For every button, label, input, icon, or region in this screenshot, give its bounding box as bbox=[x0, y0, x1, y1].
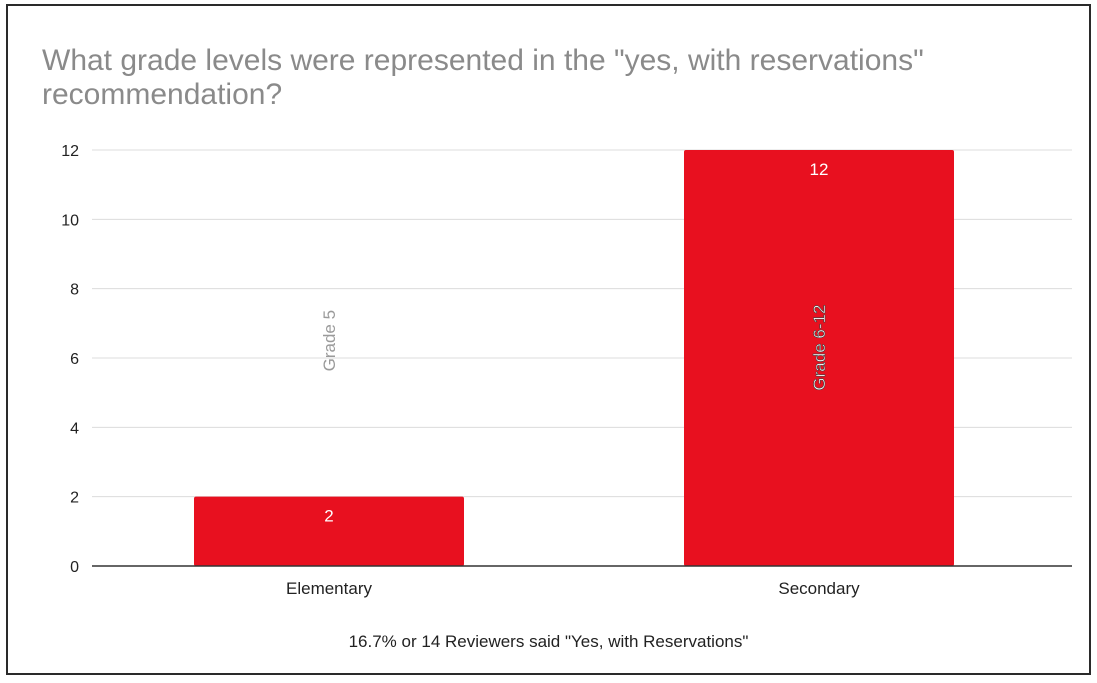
y-tick-label: 8 bbox=[70, 282, 79, 299]
bar-value-label: 12 bbox=[810, 160, 829, 179]
y-tick-label: 12 bbox=[61, 143, 79, 160]
bar-annotation-label: Grade 5 bbox=[320, 310, 339, 371]
x-tick-label: Secondary bbox=[778, 579, 860, 598]
bar-annotation-label: Grade 6-12 bbox=[810, 305, 829, 391]
chart-title: What grade levels were represented in th… bbox=[42, 44, 924, 111]
y-tick-label: 0 bbox=[70, 559, 79, 576]
bar bbox=[194, 496, 464, 566]
chart-footnote: 16.7% or 14 Reviewers said "Yes, with Re… bbox=[348, 632, 749, 651]
bar bbox=[684, 150, 954, 566]
x-tick-label: Elementary bbox=[286, 579, 372, 598]
y-tick-label: 6 bbox=[70, 351, 79, 368]
y-tick-label: 4 bbox=[70, 420, 79, 437]
y-tick-label: 10 bbox=[61, 212, 79, 229]
bar-value-label: 2 bbox=[324, 507, 333, 526]
y-tick-label: 2 bbox=[70, 490, 79, 507]
